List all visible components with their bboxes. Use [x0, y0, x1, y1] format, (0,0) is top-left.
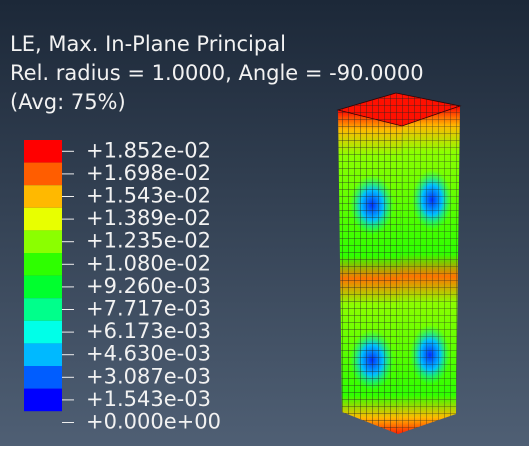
legend-swatch — [24, 320, 62, 344]
header-line: (Avg: 75%) — [10, 90, 126, 114]
legend-label: +3.087e-03 — [86, 364, 211, 388]
legend-label: +4.630e-03 — [86, 342, 211, 366]
legend-label: +1.852e-02 — [86, 138, 211, 162]
legend-swatch — [24, 185, 62, 208]
legend-swatch — [24, 298, 62, 321]
legend-swatch — [24, 275, 62, 299]
legend-swatch — [24, 162, 62, 186]
column-model — [336, 92, 462, 434]
legend-label: +9.260e-03 — [86, 274, 211, 298]
legend-label: +7.717e-03 — [86, 297, 211, 321]
header-line: LE, Max. In-Plane Principal — [10, 32, 286, 56]
legend-swatch — [24, 253, 62, 276]
legend-swatch — [24, 343, 62, 366]
legend-label: +1.543e-03 — [86, 387, 211, 411]
legend-swatch — [24, 388, 62, 412]
header-line: Rel. radius = 1.0000, Angle = -90.0000 — [10, 61, 424, 85]
legend-swatch — [24, 230, 62, 253]
legend-label: +1.543e-02 — [86, 184, 211, 208]
legend-label: +0.000e+00 — [86, 410, 221, 434]
legend-label: +1.080e-02 — [86, 251, 211, 275]
legend-swatch — [24, 366, 62, 389]
legend-swatch — [24, 207, 62, 231]
legend-label: +6.173e-03 — [86, 319, 211, 343]
legend-label: +1.698e-02 — [86, 161, 211, 185]
legend-label: +1.235e-02 — [86, 229, 211, 253]
legend-label: +1.389e-02 — [86, 206, 211, 230]
legend-swatch — [24, 140, 62, 163]
